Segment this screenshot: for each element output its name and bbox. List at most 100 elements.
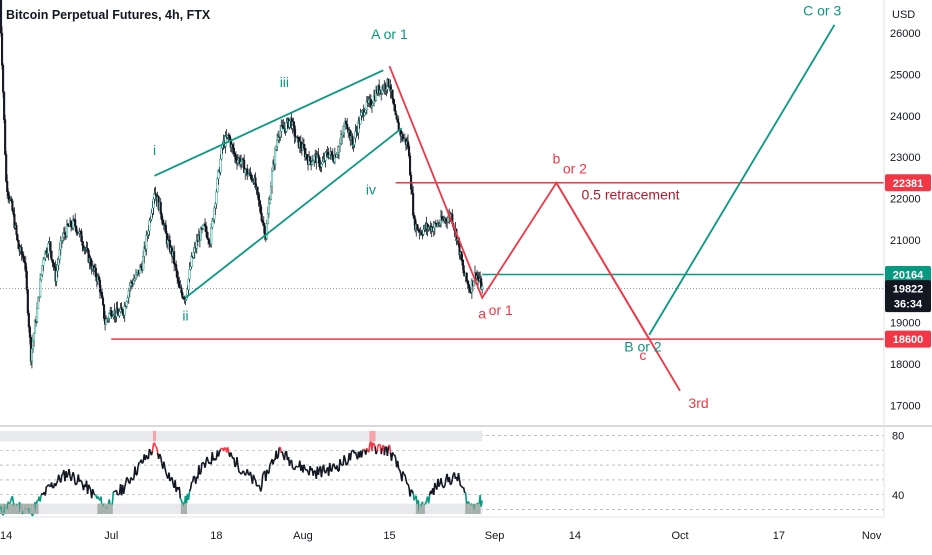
price-tick-label: 22000 [890,194,921,206]
oscillator-line-segment [439,484,440,486]
candle-body [165,225,167,233]
candle-body [0,0,2,33]
oscillator-line-segment [262,475,263,488]
oscillator-line-segment [124,487,125,493]
oscillator-line-segment [194,476,195,477]
candle-body [48,244,50,254]
candle-body [311,162,313,164]
oscillator-line-segment [164,462,165,468]
oscillator-line-segment [284,452,285,460]
oscillator-line-segment [261,487,262,491]
candle-body [473,281,475,286]
oscillator-line-segment [307,469,308,472]
candle-body [191,256,193,267]
price-tick-label: 17000 [890,400,921,412]
candle-body [343,126,345,133]
candle-body [342,133,344,135]
oscillator-line-segment [220,448,221,449]
candle-body [87,248,89,250]
candle-body [354,138,356,145]
oscillator-line-segment [235,466,236,467]
candle-body [481,286,483,289]
candle-body [303,144,305,148]
oscillator-line-segment [199,465,200,474]
oscillator-line-segment [254,478,255,479]
oscillator-line-segment [62,474,63,475]
oscillator-line-segment [362,450,363,457]
candle-body [74,220,76,227]
candle-body [176,271,178,278]
oscillator-line-segment [12,496,13,502]
wave-label: or 1 [489,302,513,318]
candle-body [394,104,396,111]
candle-body [332,155,334,160]
oscillator-line-segment [387,447,388,456]
candle-body [275,147,277,150]
oscillator-line-segment [377,445,378,451]
oscillator-line-segment [73,472,74,476]
oscillator-line-segment [40,495,41,502]
oscillator-line-segment [326,470,327,473]
candle-body [268,203,270,213]
candle-body [18,240,20,248]
oscillator-line-segment [414,497,415,501]
candle-body [318,155,320,158]
oscillator-line-segment [56,483,57,486]
candle-body [267,214,269,224]
oscillator-line-segment [59,475,60,480]
oscillator-line-segment [201,463,202,473]
candle-body [217,179,219,192]
candle-body [187,290,189,295]
candle-body [260,205,262,213]
candle-body [149,220,151,231]
candle-body [57,265,59,271]
candle-body [340,137,342,144]
oscillator-line-segment [426,500,427,504]
price-axis-unit: USD [892,9,915,21]
oscillator-line-segment [400,470,401,474]
oversold-mark [110,504,113,514]
candle-body [210,227,212,244]
oscillator-line-segment [219,449,220,452]
oscillator-line-segment [384,446,385,455]
oscillator-line-segment [98,496,99,499]
candle-body [146,236,148,249]
oscillator-line-segment [347,461,348,464]
oscillator-line-segment [89,485,90,487]
oscillator-line-segment [282,452,283,457]
candle-body [286,123,288,132]
oscillator-line-segment [412,491,413,494]
candle-body [336,154,338,157]
candle-body [395,111,397,115]
candle-body [258,193,260,200]
candle-body [23,257,25,261]
candle-body [182,293,184,298]
oscillator-line-segment [69,469,70,476]
candle-body [12,201,14,211]
oscillator-line-segment [250,472,251,477]
oscillator-line-segment [398,461,399,469]
oscillator-line-segment [80,480,81,481]
candle-body [103,305,105,319]
candle-body [70,221,72,226]
candle-body [3,92,5,120]
candle-body [462,260,464,265]
wave-label: C or 3 [803,2,841,18]
candle-body [216,192,218,204]
oscillator-line-segment [337,466,338,471]
candle-body [5,154,7,181]
oscillator-line-segment [385,446,386,447]
candle-body [62,237,64,240]
oscillator-line-segment [406,479,407,484]
candle-body [259,200,261,205]
candle-body [162,220,164,225]
candle-body [188,279,190,290]
oscillator-line-segment [351,450,352,452]
candle-body [413,215,415,218]
oscillator-line-segment [142,462,143,463]
candle-body [152,208,154,213]
price-tick-label: 26000 [890,28,921,40]
candle-body [1,33,3,65]
candle-body [33,333,35,341]
oscillator-line-segment [152,444,153,452]
